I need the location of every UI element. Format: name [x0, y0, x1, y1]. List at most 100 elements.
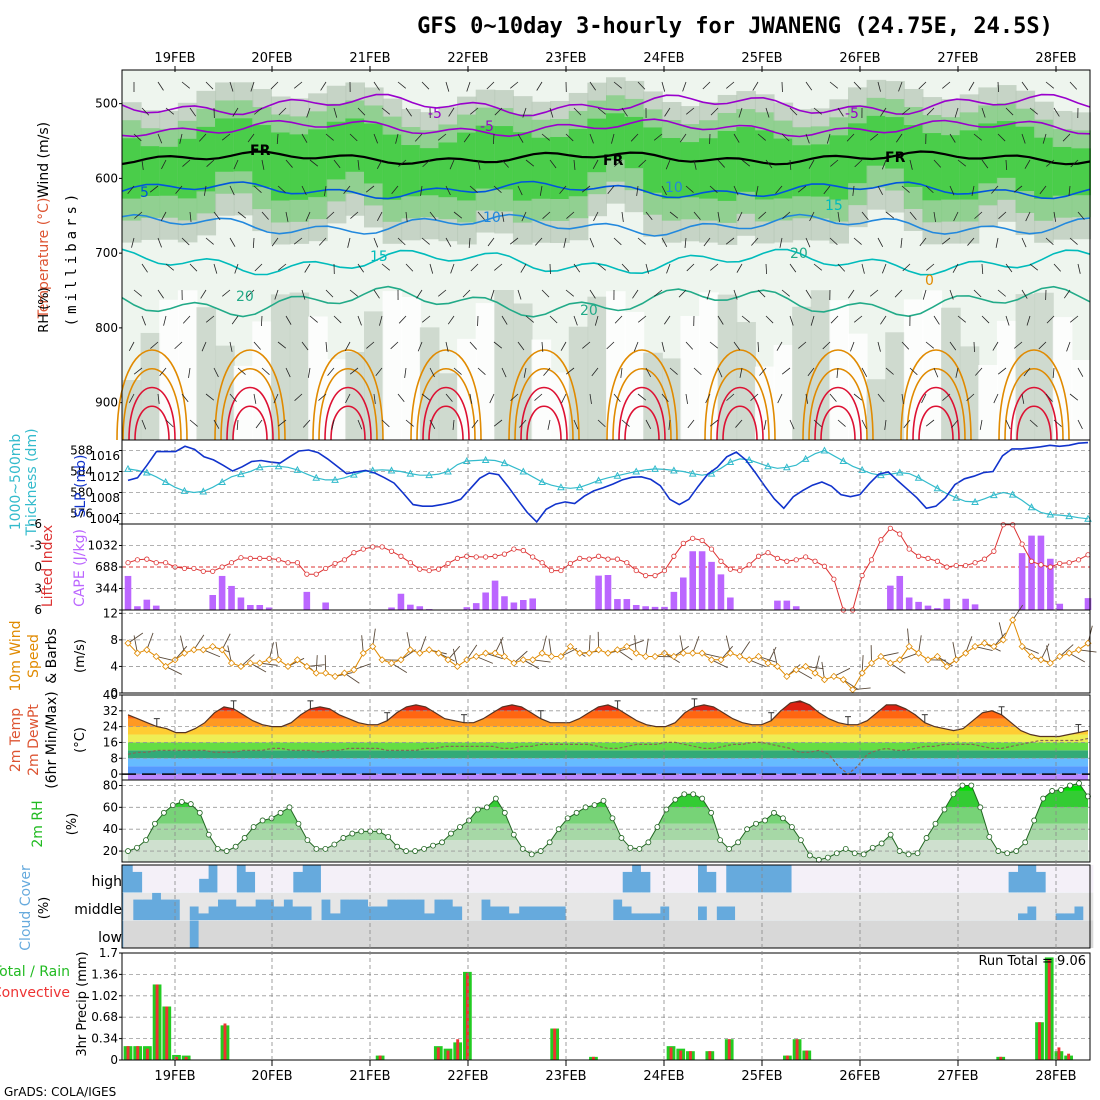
- wind-barb: [589, 133, 594, 144]
- date-label-top: 19FEB: [154, 51, 195, 66]
- temperature-contour-warm: [1004, 367, 1064, 441]
- wind-speed-point: [604, 649, 612, 657]
- cloud-clear-cell: [433, 865, 444, 893]
- thickness-marker: [971, 497, 979, 505]
- wind-barb: [997, 289, 1006, 297]
- cloud-clear-cell: [593, 865, 604, 893]
- cloud-clear-cell: [697, 892, 708, 907]
- wind-barb: [1013, 185, 1023, 193]
- lifted-index-point: [388, 548, 395, 554]
- rh-shading-cell: [1052, 146, 1073, 196]
- wind-barb: [318, 393, 327, 401]
- cloud-unit: (%): [37, 897, 52, 920]
- precip-convective-bar: [999, 1056, 1003, 1060]
- wind-speed-point: [1037, 656, 1045, 664]
- cloud-clear-cell: [904, 920, 915, 948]
- rh-shading-cell: [457, 132, 477, 201]
- wind-barb: [1005, 419, 1011, 430]
- wind-barb: [710, 107, 719, 116]
- wind-speed-point: [943, 662, 951, 671]
- wind-barb: [487, 237, 495, 247]
- wind-barb: [477, 159, 481, 170]
- thickness-marker: [764, 462, 772, 470]
- rh-point: [340, 835, 347, 841]
- cloud-clear-cell: [433, 920, 444, 948]
- lifted-index-point: [1075, 557, 1082, 563]
- wind-barb: [1005, 315, 1010, 326]
- wind-barb: [391, 185, 399, 194]
- lifted-index-point: [275, 557, 282, 563]
- y-tick-label: 8: [110, 751, 118, 765]
- thickness-marker: [199, 487, 208, 495]
- wind-barb: [630, 133, 639, 142]
- wind-speed-point: [613, 646, 621, 654]
- wind-barb-10m: [1021, 646, 1039, 654]
- temperature-contour-warm: [508, 349, 580, 441]
- lifted-index-point: [661, 567, 668, 574]
- precip-panel: 1.71.361.020.680.340: [91, 946, 1091, 1067]
- date-label-top: 21FEB: [349, 51, 390, 66]
- cloud-clear-cell: [198, 865, 209, 879]
- wind-speed-point: [933, 652, 941, 661]
- rh-point: [537, 848, 544, 854]
- wind-barb: [798, 341, 807, 349]
- thickness-marker: [462, 456, 471, 464]
- cloud-clear-cell: [226, 865, 237, 893]
- wind-barb: [1053, 419, 1062, 427]
- cape-bar: [1028, 535, 1035, 610]
- rh-shading-cell: [848, 123, 868, 184]
- wind-speed-point: [256, 659, 264, 667]
- cape-bar: [651, 606, 659, 610]
- wind-barb: [501, 367, 507, 378]
- wind-barb: [637, 393, 647, 401]
- wind-barb: [1005, 263, 1013, 273]
- wind-barb: [757, 133, 766, 141]
- rh-point: [331, 841, 338, 848]
- temperature-contour-warm: [716, 386, 764, 441]
- wind-barb: [277, 185, 286, 193]
- temperature-contour-warm: [722, 405, 758, 441]
- wind-barb: [234, 263, 239, 274]
- wind-barb: [422, 159, 431, 168]
- rh-shading-cell: [661, 138, 682, 199]
- y-tick-label: 580: [70, 486, 93, 500]
- rh-point: [528, 851, 535, 858]
- wind-barb: [233, 159, 239, 170]
- cloud-clear-cell: [1045, 865, 1056, 893]
- wind-barb-10m: [749, 659, 766, 668]
- wind-barb: [942, 81, 951, 89]
- cloud-clear-cell: [603, 865, 614, 893]
- wind-barb: [877, 81, 881, 92]
- thickness-marker: [745, 455, 754, 463]
- y-tick-label: 700: [95, 246, 118, 260]
- wind-speed-point: [152, 652, 160, 661]
- cape-bar: [887, 585, 894, 610]
- wind-barb: [957, 315, 966, 323]
- rh-shading-cell: [941, 135, 961, 200]
- cloud-clear-cell: [829, 920, 840, 948]
- cloud-clear-cell: [160, 920, 171, 948]
- lifted-index-point: [878, 537, 884, 543]
- cape-bar: [604, 575, 612, 610]
- cloud-clear-cell: [415, 892, 426, 900]
- cloud-clear-cell: [499, 865, 510, 893]
- wind-barb: [765, 263, 768, 275]
- thickness-marker: [481, 455, 490, 463]
- wind-barb-10m: [494, 636, 504, 654]
- wind-barb: [995, 237, 999, 248]
- wind-barb: [128, 341, 135, 352]
- wind-barb: [645, 367, 652, 378]
- wind-barb: [981, 315, 990, 324]
- cape-bar: [905, 597, 913, 610]
- precip-unit-label: 3hr Precip (mm): [75, 951, 90, 1056]
- cloud-clear-cell: [462, 892, 473, 921]
- thickness-marker: [180, 486, 189, 494]
- wind-barb: [510, 393, 519, 401]
- lifted-index-point: [228, 560, 235, 566]
- wind-barb: [589, 289, 596, 299]
- wind-barb: [922, 289, 927, 300]
- cloud-clear-cell: [753, 920, 764, 948]
- rh-lower-cell: [624, 311, 645, 440]
- precip-convective-bar: [1038, 1022, 1041, 1060]
- y-tick-label: 0: [110, 686, 118, 700]
